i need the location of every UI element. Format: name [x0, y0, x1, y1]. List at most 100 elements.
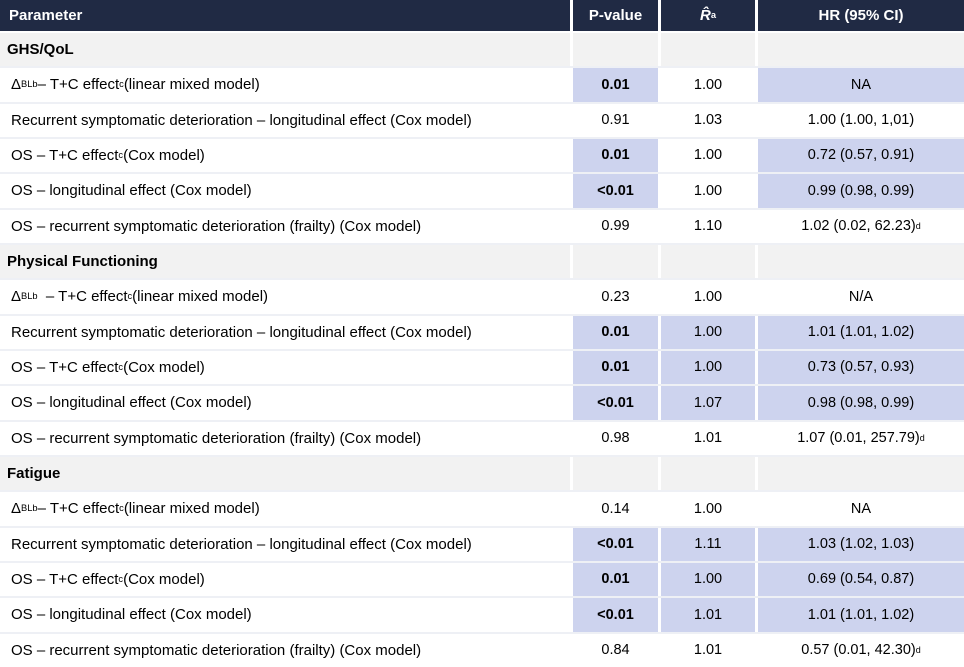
- section-header-row: Fatigue: [0, 456, 964, 493]
- section-hr-cell: [755, 33, 964, 67]
- section-hr-cell: [755, 456, 964, 491]
- parameter-label: OS – longitudinal effect (Cox model): [0, 386, 570, 420]
- rhat-cell: 1.00: [658, 350, 755, 385]
- p-value-cell: 0.91: [570, 103, 658, 137]
- p-value-cell: 0.01: [570, 562, 658, 597]
- hr-cell: 1.03 (1.02, 1.03): [755, 527, 964, 561]
- rhat-cell: 1.00: [658, 315, 755, 349]
- table-body: GHS/QoL Δ BL b – T+C effect c (linear mixed …: [0, 33, 964, 667]
- section-title: Physical Functioning: [0, 244, 570, 279]
- section-p-cell: [570, 456, 658, 491]
- parameter-label: OS – recurrent symptomatic deterioration…: [0, 421, 570, 455]
- hr-cell: NA: [755, 492, 964, 526]
- hr-cell: 1.02 (0.02, 62.23) d: [755, 209, 964, 243]
- rhat-cell: 1.00: [658, 562, 755, 597]
- hr-cell: 0.98 (0.98, 0.99): [755, 386, 964, 420]
- rhat-cell: 1.01: [658, 421, 755, 455]
- hr-cell: 1.00 (1.00, 1,01): [755, 103, 964, 137]
- p-value-cell: 0.01: [570, 315, 658, 349]
- table-row: OS – longitudinal effect (Cox model) <0.0…: [0, 386, 964, 422]
- rhat-cell: 1.01: [658, 598, 755, 632]
- rhat-cell: 1.07: [658, 386, 755, 420]
- section-rhat-cell: [658, 33, 755, 67]
- table-row: OS – recurrent symptomatic deterioration…: [0, 633, 964, 667]
- column-header-hr: HR (95% CI): [755, 0, 964, 31]
- rhat-cell: 1.00: [658, 138, 755, 173]
- table-row: OS – recurrent symptomatic deterioration…: [0, 209, 964, 245]
- footnote-marker: d: [915, 220, 921, 231]
- footnote-marker: d: [919, 432, 925, 443]
- rhat-cell: 1.00: [658, 68, 755, 102]
- section-hr-cell: [755, 244, 964, 279]
- parameter-label: Δ BL b – T+C effect c (linear mixed model): [0, 280, 570, 314]
- table-row: OS – T+C effect c (Cox model) 0.01 1.00 0.73…: [0, 350, 964, 387]
- p-value-cell: 0.01: [570, 68, 658, 102]
- section-title: GHS/QoL: [0, 33, 570, 67]
- table-row: OS – recurrent symptomatic deterioration…: [0, 421, 964, 457]
- section-header-row: Physical Functioning: [0, 244, 964, 281]
- hr-cell: 0.73 (0.57, 0.93): [755, 350, 964, 385]
- column-header-p-value: P-value: [570, 0, 658, 31]
- rhat-cell: 1.00: [658, 174, 755, 208]
- section-rhat-cell: [658, 456, 755, 491]
- rhat-cell: 1.00: [658, 492, 755, 526]
- table-row: Recurrent symptomatic deterioration – lo…: [0, 527, 964, 563]
- hr-cell: 0.69 (0.54, 0.87): [755, 562, 964, 597]
- p-value-cell: <0.01: [570, 527, 658, 561]
- parameter-label: OS – longitudinal effect (Cox model): [0, 174, 570, 208]
- table-row: OS – T+C effect c (Cox model) 0.01 1.00 0.72…: [0, 138, 964, 175]
- hr-cell: 0.72 (0.57, 0.91): [755, 138, 964, 173]
- parameter-label: OS – recurrent symptomatic deterioration…: [0, 633, 570, 667]
- table-row: Δ BL b – T+C effect c (linear mixed model) 0…: [0, 280, 964, 316]
- p-value-cell: 0.99: [570, 209, 658, 243]
- table-row: Recurrent symptomatic deterioration – lo…: [0, 315, 964, 351]
- hr-cell: N/A: [755, 280, 964, 314]
- rhat-cell: 1.03: [658, 103, 755, 137]
- parameter-label: Δ BL b – T+C effect c (linear mixed model): [0, 68, 570, 102]
- table-row: OS – T+C effect c (Cox model) 0.01 1.00 0.69…: [0, 562, 964, 599]
- rhat-symbol: R̂: [699, 7, 711, 24]
- parameter-label: Recurrent symptomatic deterioration – lo…: [0, 315, 570, 349]
- p-value-cell: <0.01: [570, 598, 658, 632]
- section-rhat-cell: [658, 244, 755, 279]
- rhat-cell: 1.01: [658, 633, 755, 667]
- rhat-footnote-marker: a: [710, 9, 716, 20]
- p-value-cell: 0.01: [570, 138, 658, 173]
- hr-cell: NA: [755, 68, 964, 102]
- column-header-parameter: Parameter: [9, 7, 83, 24]
- table-row: OS – longitudinal effect (Cox model) <0.0…: [0, 598, 964, 634]
- p-value-cell: 0.01: [570, 350, 658, 385]
- section-p-cell: [570, 244, 658, 279]
- parameter-label: OS – T+C effect c (Cox model): [0, 562, 570, 597]
- p-value-cell: 0.84: [570, 633, 658, 667]
- column-header-rhat: R̂ a: [658, 0, 755, 31]
- p-value-cell: 0.14: [570, 492, 658, 526]
- parameter-label: Recurrent symptomatic deterioration – lo…: [0, 527, 570, 561]
- p-value-cell: <0.01: [570, 174, 658, 208]
- hr-cell: 1.01 (1.01, 1.02): [755, 315, 964, 349]
- table-header-row: Parameter P-value R̂ a HR (95% CI): [0, 0, 964, 33]
- p-value-cell: 0.98: [570, 421, 658, 455]
- section-p-cell: [570, 33, 658, 67]
- parameter-label: OS – recurrent symptomatic deterioration…: [0, 209, 570, 243]
- hr-cell: 0.57 (0.01, 42.30) d: [755, 633, 964, 667]
- parameter-label: Recurrent symptomatic deterioration – lo…: [0, 103, 570, 137]
- p-value-cell: <0.01: [570, 386, 658, 420]
- table-row: Δ BL b – T+C effect c (linear mixed model) 0…: [0, 492, 964, 528]
- parameter-label: OS – T+C effect c (Cox model): [0, 138, 570, 173]
- hr-cell: 1.01 (1.01, 1.02): [755, 598, 964, 632]
- table-row: Δ BL b – T+C effect c (linear mixed model) 0…: [0, 68, 964, 104]
- rhat-cell: 1.00: [658, 280, 755, 314]
- table-row: OS – longitudinal effect (Cox model) <0.0…: [0, 174, 964, 210]
- parameter-label: Δ BL b – T+C effect c (linear mixed model): [0, 492, 570, 526]
- rhat-cell: 1.11: [658, 527, 755, 561]
- table-row: Recurrent symptomatic deterioration – lo…: [0, 103, 964, 139]
- section-title: Fatigue: [0, 456, 570, 491]
- rhat-cell: 1.10: [658, 209, 755, 243]
- hr-cell: 1.07 (0.01, 257.79) d: [755, 421, 964, 455]
- hr-cell: 0.99 (0.98, 0.99): [755, 174, 964, 208]
- parameter-label: OS – longitudinal effect (Cox model): [0, 598, 570, 632]
- footnote-marker: d: [915, 644, 921, 655]
- section-header-row: GHS/QoL: [0, 33, 964, 69]
